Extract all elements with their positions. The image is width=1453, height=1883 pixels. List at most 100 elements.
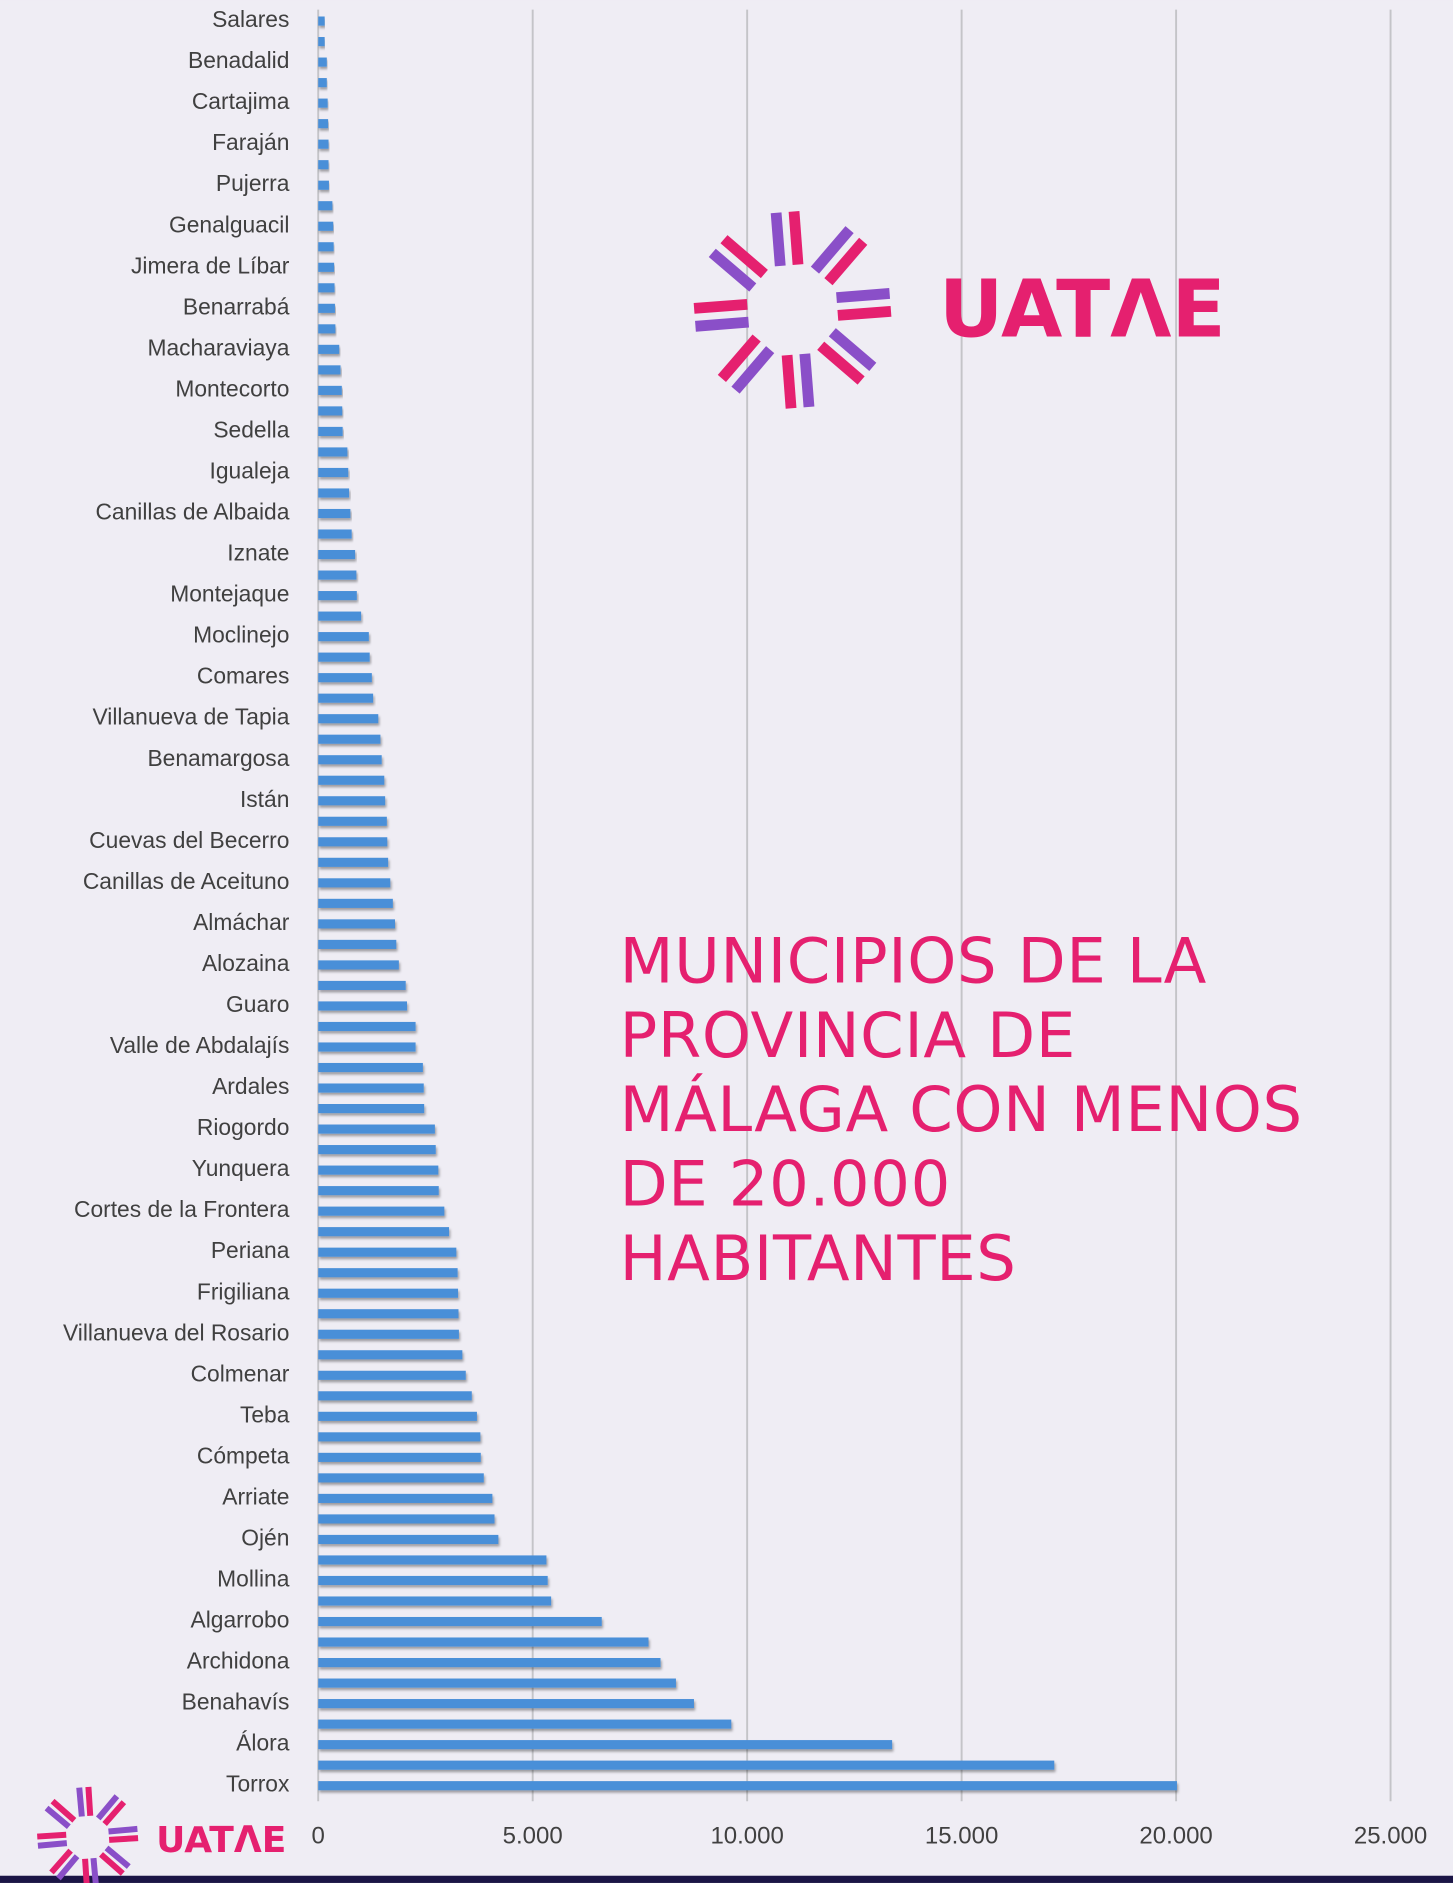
bar bbox=[318, 1411, 477, 1421]
logo-spoke bbox=[824, 237, 868, 286]
logo-spoke bbox=[82, 1858, 90, 1883]
y-tick-label: Ardales bbox=[212, 1073, 289, 1099]
bar bbox=[318, 98, 328, 108]
bar bbox=[318, 1781, 1177, 1791]
bar bbox=[318, 303, 335, 313]
y-tick-label: Faraján bbox=[212, 129, 289, 155]
bar bbox=[318, 139, 329, 149]
y-tick-label: Sedella bbox=[213, 416, 289, 442]
bar bbox=[318, 508, 351, 519]
bar bbox=[318, 980, 406, 991]
logo-spoke bbox=[44, 1805, 71, 1830]
bar bbox=[318, 1514, 495, 1524]
logo-text: UATΛE bbox=[156, 1820, 286, 1861]
bar bbox=[318, 570, 357, 580]
y-tick-label: Pujerra bbox=[216, 170, 290, 196]
y-tick-label: Cartajima bbox=[192, 88, 290, 114]
bar bbox=[318, 221, 334, 231]
bar bbox=[318, 1288, 459, 1298]
bar bbox=[318, 1350, 463, 1360]
bars bbox=[318, 16, 1177, 1791]
y-tick-label: Genalguacil bbox=[169, 211, 289, 237]
bar bbox=[318, 919, 395, 929]
bar bbox=[318, 1493, 493, 1503]
bar bbox=[318, 1124, 435, 1134]
bar bbox=[318, 529, 352, 539]
logo-spoke bbox=[717, 334, 761, 382]
bar bbox=[318, 1309, 459, 1319]
bar bbox=[318, 1062, 423, 1073]
bar bbox=[318, 57, 327, 67]
logo-spoke bbox=[102, 1800, 127, 1826]
bar bbox=[318, 755, 382, 765]
bar bbox=[318, 180, 329, 190]
logo-small: UATΛE bbox=[37, 1786, 286, 1883]
x-tick-label: 20.000 bbox=[1139, 1823, 1212, 1850]
logo-spoke bbox=[108, 1825, 138, 1835]
bar bbox=[318, 1740, 893, 1750]
bar bbox=[318, 1699, 694, 1709]
logo-spoke bbox=[731, 346, 775, 394]
y-tick-label: Cortes de la Frontera bbox=[74, 1196, 290, 1222]
logo-spoke bbox=[50, 1798, 77, 1823]
bar bbox=[318, 1103, 425, 1114]
x-tick-label: 10.000 bbox=[710, 1823, 783, 1850]
y-tick-label: Canillas de Albaida bbox=[95, 499, 289, 525]
bar bbox=[318, 1678, 676, 1688]
y-tick-label: Villanueva del Rosario bbox=[63, 1319, 289, 1345]
logo-spoke bbox=[104, 1845, 131, 1869]
logo-spoke bbox=[37, 1831, 67, 1840]
bar bbox=[318, 1042, 416, 1052]
logo-spoke bbox=[693, 299, 748, 314]
logo-spoke bbox=[95, 1794, 120, 1821]
logo-spoke bbox=[37, 1840, 68, 1849]
bar bbox=[318, 406, 343, 416]
title-container: MUNICIPIOS DE LA PROVINCIA DE MÁLAGA CON… bbox=[620, 926, 1303, 1296]
bar bbox=[318, 16, 325, 26]
bar bbox=[318, 78, 327, 88]
y-tick-label: Macharaviaya bbox=[147, 334, 289, 360]
bar bbox=[318, 960, 399, 970]
x-tick-label: 0 bbox=[312, 1823, 325, 1850]
logo-spoke bbox=[781, 354, 797, 409]
logo-spoke bbox=[99, 1852, 125, 1876]
y-tick-label: Montecorto bbox=[175, 375, 289, 401]
bar bbox=[318, 693, 374, 703]
bar bbox=[318, 939, 397, 949]
bar bbox=[318, 1268, 458, 1278]
bar bbox=[318, 549, 356, 560]
y-tick-label: Yunquera bbox=[192, 1155, 290, 1181]
bar bbox=[318, 1021, 416, 1032]
y-tick-label: Cómpeta bbox=[197, 1442, 290, 1468]
bar bbox=[318, 816, 387, 826]
x-tick-label: 15.000 bbox=[925, 1823, 998, 1850]
y-tick-label: Teba bbox=[240, 1401, 290, 1427]
bar bbox=[318, 1145, 436, 1155]
logo-spoke bbox=[56, 1854, 80, 1881]
bar bbox=[318, 1534, 499, 1545]
bar bbox=[318, 426, 343, 437]
bar bbox=[318, 1186, 439, 1196]
logo-spoke bbox=[49, 1848, 73, 1875]
bar bbox=[318, 611, 362, 621]
y-tick-label: Arriate bbox=[222, 1483, 289, 1509]
y-tick-label: Iznate bbox=[227, 540, 289, 566]
y-tick-label: Colmenar bbox=[191, 1360, 290, 1386]
bar bbox=[318, 242, 334, 252]
y-tick-label: Guaro bbox=[226, 991, 289, 1017]
y-tick-label: Jimera de Líbar bbox=[131, 252, 290, 278]
logo-spoke bbox=[836, 288, 891, 303]
bar bbox=[318, 898, 393, 908]
bar bbox=[318, 1452, 481, 1462]
logo-spoke bbox=[828, 328, 877, 372]
bar bbox=[318, 857, 389, 867]
bar bbox=[318, 1370, 466, 1380]
bar bbox=[318, 1165, 439, 1175]
logo-spoke bbox=[837, 305, 892, 321]
bar bbox=[318, 160, 329, 170]
x-tick-label: 25.000 bbox=[1354, 1823, 1427, 1850]
y-tick-label: Comares bbox=[197, 663, 289, 689]
y-tick-label: Álora bbox=[236, 1730, 290, 1756]
bar bbox=[318, 1227, 450, 1237]
